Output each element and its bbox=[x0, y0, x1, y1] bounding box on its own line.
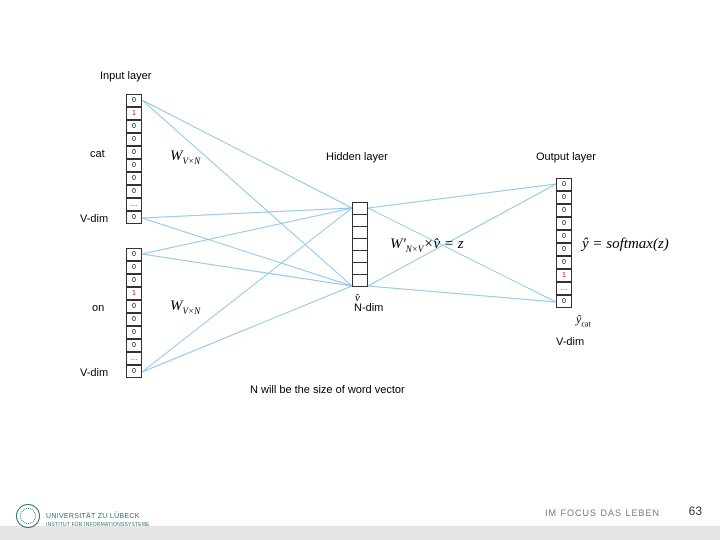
vhat-label: v̂ bbox=[355, 292, 360, 304]
input2-cell: 0 bbox=[126, 365, 142, 378]
w1-sub: V×N bbox=[183, 156, 201, 166]
input2-cell: 0 bbox=[126, 313, 142, 326]
input1-cell: 0 bbox=[126, 172, 142, 185]
institute-name: INSTITUT FÜR INFORMATIONSSYSTEME bbox=[46, 522, 150, 528]
output-cell: 0 bbox=[556, 256, 572, 269]
input1-cell: … bbox=[126, 198, 142, 211]
input1-cell: 0 bbox=[126, 133, 142, 146]
input1-cell: 0 bbox=[126, 120, 142, 133]
input2-cell: 0 bbox=[126, 339, 142, 352]
softmax-lhs: ŷ = bbox=[582, 236, 606, 252]
w2-sub: V×N bbox=[183, 306, 201, 316]
vdim-out-label: V-dim bbox=[556, 336, 584, 348]
output-cell: 0 bbox=[556, 217, 572, 230]
eq-left: W′ bbox=[390, 236, 406, 252]
w1-sym: W bbox=[170, 148, 183, 164]
input1-cell: 1 bbox=[126, 107, 142, 120]
cat-label: cat bbox=[90, 148, 105, 160]
output-layer-label: Output layer bbox=[536, 151, 596, 163]
input2-cell: 0 bbox=[126, 326, 142, 339]
output-cell: 0 bbox=[556, 178, 572, 191]
tagline: IM FOCUS DAS LEBEN bbox=[545, 508, 660, 518]
output-cell: … bbox=[556, 282, 572, 295]
output-cell: 1 bbox=[556, 269, 572, 282]
vdim-label-1: V-dim bbox=[80, 213, 108, 225]
w2-sym: W bbox=[170, 298, 183, 314]
input2-cell: 1 bbox=[126, 287, 142, 300]
caption: N will be the size of word vector bbox=[250, 384, 405, 396]
output-cell: 0 bbox=[556, 243, 572, 256]
softmax-eq: ŷ = softmax(z) bbox=[582, 236, 669, 253]
vdim-label-2: V-dim bbox=[80, 367, 108, 379]
university-name: UNIVERSITÄT ZU LÜBECK bbox=[46, 513, 140, 520]
input1-cell: 0 bbox=[126, 185, 142, 198]
input2-cell: 0 bbox=[126, 300, 142, 313]
university-seal-icon bbox=[16, 504, 40, 528]
w1-matrix: WV×N bbox=[170, 148, 200, 166]
footer-bar bbox=[0, 526, 720, 540]
yhat-cat: ŷcat bbox=[576, 312, 591, 328]
input1-cell: 0 bbox=[126, 94, 142, 107]
input2-cell: 0 bbox=[126, 248, 142, 261]
input-layer-label: Input layer bbox=[100, 70, 151, 82]
eq-left-sub: N×V bbox=[406, 244, 424, 254]
output-cell: 0 bbox=[556, 204, 572, 217]
eq-wprime: W′N×V×v̂ = z bbox=[390, 236, 464, 254]
input2-cell: 0 bbox=[126, 274, 142, 287]
yhat-cat-sub: cat bbox=[581, 319, 590, 328]
page-number: 63 bbox=[689, 504, 702, 518]
input2-cell: … bbox=[126, 352, 142, 365]
input1-cell: 0 bbox=[126, 159, 142, 172]
input1-cell: 0 bbox=[126, 211, 142, 224]
softmax-fn: softmax bbox=[606, 236, 653, 252]
on-label: on bbox=[92, 302, 104, 314]
hidden-cell bbox=[352, 274, 368, 287]
input1-cell: 0 bbox=[126, 146, 142, 159]
eq-mid: ×v̂ = z bbox=[423, 236, 463, 252]
output-cell: 0 bbox=[556, 191, 572, 204]
input2-cell: 0 bbox=[126, 261, 142, 274]
output-cell: 0 bbox=[556, 230, 572, 243]
output-cell: 0 bbox=[556, 295, 572, 308]
softmax-arg: (z) bbox=[653, 236, 669, 252]
hidden-layer-label: Hidden layer bbox=[326, 151, 388, 163]
w2-matrix: WV×N bbox=[170, 298, 200, 316]
